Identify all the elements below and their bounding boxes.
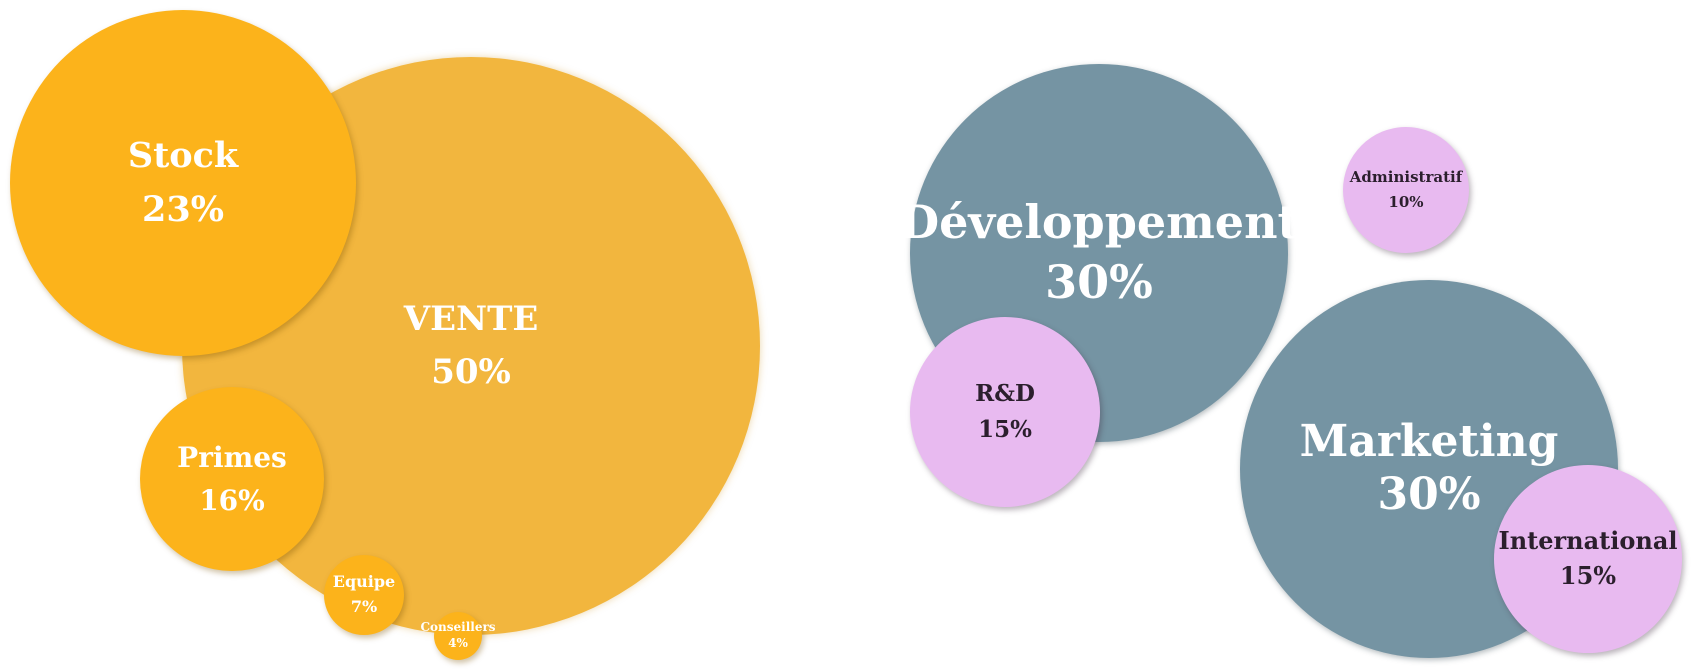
bubble-vente-value: 50% <box>431 352 511 392</box>
bubble-international: International 15% <box>1494 465 1682 653</box>
bubble-international-value: 15% <box>1559 561 1617 590</box>
bubble-primes-label: Primes <box>177 440 287 474</box>
bubble-marketing-value: 30% <box>1377 469 1481 520</box>
bubble-rd-label: R&D <box>975 380 1035 408</box>
bubble-equipe-label: Equipe <box>332 572 396 592</box>
bubble-developpement-value: 30% <box>1045 255 1153 309</box>
bubble-stock-label: Stock <box>127 134 239 176</box>
bubble-vente-label: VENTE <box>403 299 539 340</box>
bubble-equipe: Equipe 7% <box>324 555 404 635</box>
bubble-conseillers-value: 4% <box>448 636 468 650</box>
bubble-developpement-label: Développement <box>899 195 1299 250</box>
bubble-conseillers-label: Conseillers <box>420 620 496 635</box>
bubble-administratif-label: Administratif <box>1349 167 1463 186</box>
bubble-equipe-value: 7% <box>350 597 378 616</box>
bubble-administratif: Administratif 10% <box>1343 127 1469 253</box>
bubble-primes: Primes 16% <box>140 387 324 571</box>
bubble-administratif-value: 10% <box>1388 193 1424 211</box>
bubble-rd: R&D 15% <box>910 317 1100 507</box>
bubble-stock: Stock 23% <box>10 10 356 356</box>
bubble-international-label: International <box>1498 526 1678 556</box>
bubble-marketing-label: Marketing <box>1299 416 1559 468</box>
bubble-conseillers: Conseillers 4% <box>420 612 496 660</box>
bubble-primes-value: 16% <box>199 484 265 517</box>
bubble-stock-value: 23% <box>142 189 224 230</box>
bubble-rd-value: 15% <box>978 416 1032 443</box>
